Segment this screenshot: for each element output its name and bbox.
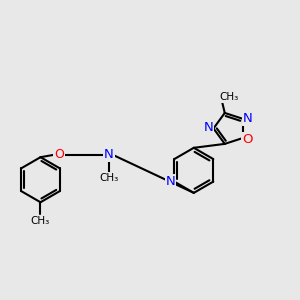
Text: CH₃: CH₃ <box>31 216 50 226</box>
Text: N: N <box>243 112 253 125</box>
Text: O: O <box>54 148 64 161</box>
Text: N: N <box>104 148 114 161</box>
Text: O: O <box>242 133 253 146</box>
Text: N: N <box>204 121 213 134</box>
Text: N: N <box>166 175 176 188</box>
Text: CH₃: CH₃ <box>220 92 239 102</box>
Text: CH₃: CH₃ <box>100 173 119 183</box>
